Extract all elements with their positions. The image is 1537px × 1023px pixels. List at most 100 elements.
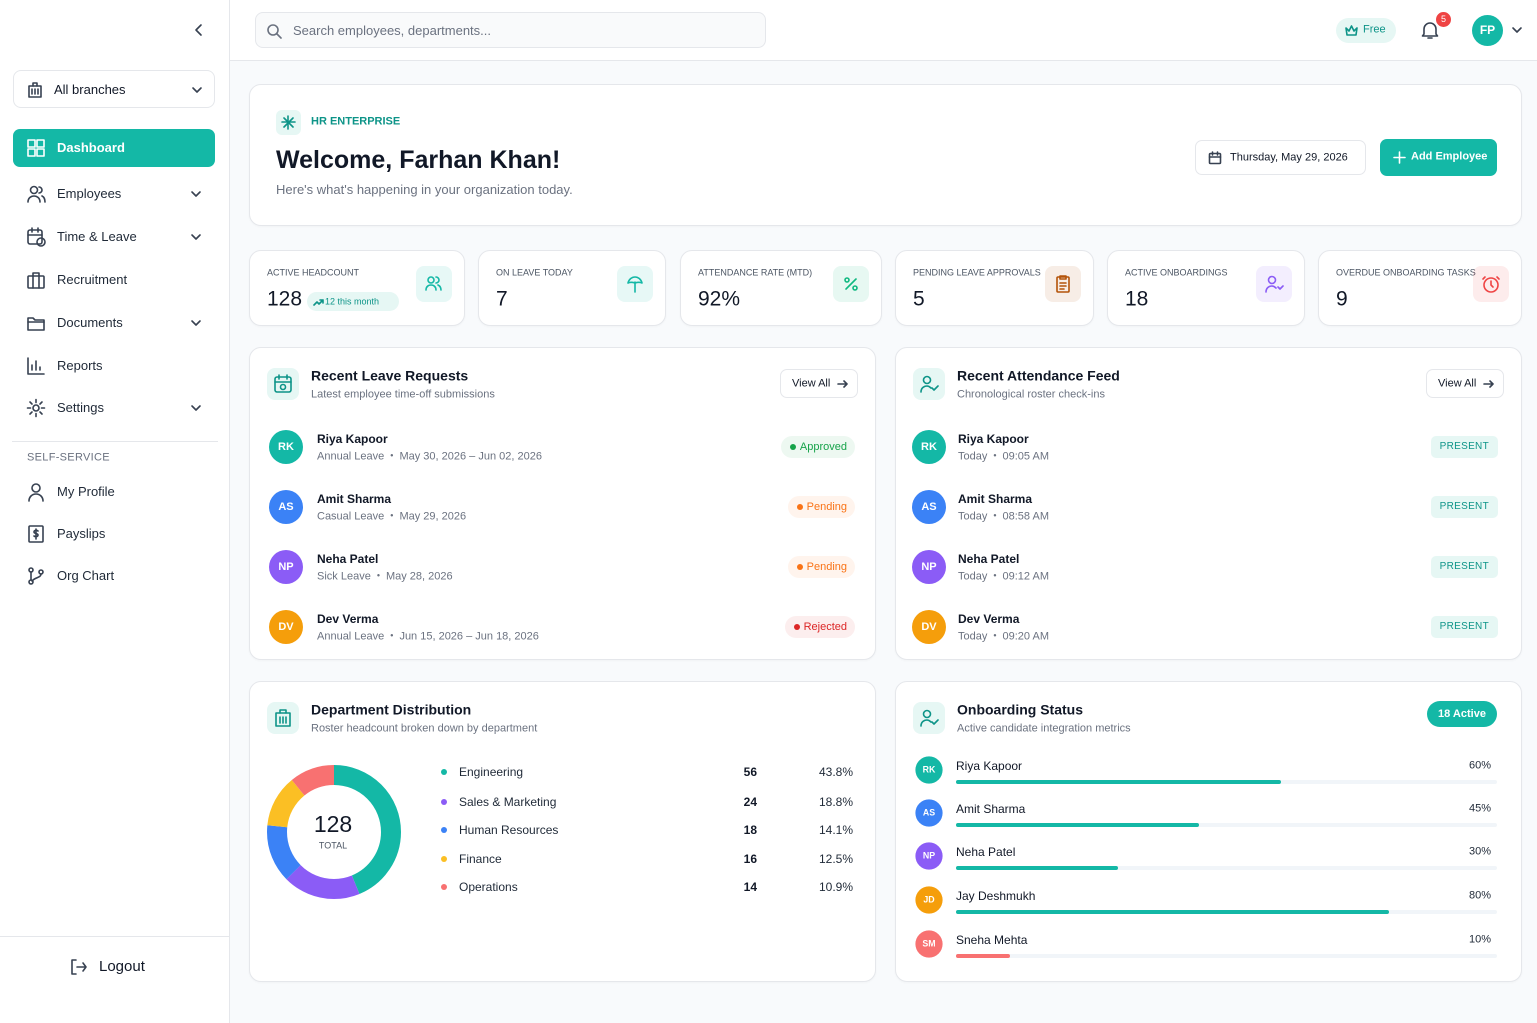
trend-pill: 12 this month <box>307 292 399 311</box>
onboarding-card: Onboarding Status Active candidate integr… <box>895 681 1522 982</box>
view-all-button[interactable]: View All <box>780 369 858 398</box>
card-subtitle: Active candidate integration metrics <box>957 722 1131 735</box>
avatar: NP <box>915 842 943 870</box>
active-badge: 18 Active <box>1427 701 1497 727</box>
add-employee-button[interactable]: Add Employee <box>1380 139 1497 176</box>
leave-detail: Sick Leave • May 28, 2026 <box>317 570 453 583</box>
nav-label: Reports <box>57 358 103 374</box>
search-icon <box>267 24 282 39</box>
collapse-button[interactable] <box>191 22 207 38</box>
checkin-detail: Today • 09:05 AM <box>958 450 1049 463</box>
view-all-button[interactable]: View All <box>1426 369 1504 398</box>
plan-pill[interactable]: Free <box>1336 18 1396 43</box>
legend-label: Finance <box>459 851 502 866</box>
nav-icon <box>27 185 46 203</box>
divider <box>0 936 229 937</box>
stat-value: 7 <box>496 287 508 311</box>
branch-select[interactable]: All branches <box>13 70 215 108</box>
separator-dot: • <box>390 630 394 641</box>
card-icon-glyph <box>274 374 292 393</box>
avatar: SM <box>915 930 943 958</box>
candidate-name: Riya Kapoor <box>956 758 1023 773</box>
donut-chart <box>267 765 401 899</box>
avatar: DV <box>269 610 303 644</box>
trend-icon <box>313 299 324 306</box>
nav-item[interactable]: Reports <box>13 347 215 385</box>
nav-label: Recruitment <box>57 272 128 288</box>
nav-item[interactable]: Time & Leave <box>13 218 215 256</box>
avatar: NP <box>912 550 946 584</box>
user-menu-chevron[interactable] <box>1511 24 1523 36</box>
nav-item[interactable]: Org Chart <box>13 557 215 595</box>
nav-icon <box>27 139 45 157</box>
nav-label: Employees <box>57 186 122 202</box>
nav-item[interactable]: Employees <box>13 175 215 213</box>
leave-requests-card: Recent Leave Requests Latest employee tim… <box>249 347 876 660</box>
avatar: RK <box>269 430 303 464</box>
nav-item[interactable]: Recruitment <box>13 261 215 299</box>
search-placeholder: Search employees, departments... <box>293 23 491 39</box>
section-label: SELF-SERVICE <box>27 451 110 464</box>
nav-icon <box>28 483 44 502</box>
calendar-icon <box>1208 151 1222 165</box>
progress-label: 45% <box>1468 802 1491 815</box>
date-label: Thursday, May 29, 2026 <box>1230 151 1348 164</box>
stat-card: ACTIVE HEADCOUNT 128 12 this month <box>249 250 465 326</box>
legend-dot <box>441 856 447 862</box>
nav-item[interactable]: Settings <box>13 389 215 427</box>
separator-dot: • <box>390 450 394 461</box>
stat-card: ACTIVE ONBOARDINGS 18 <box>1107 250 1305 326</box>
donut-total-label: TOTAL <box>318 840 348 851</box>
status-pill: Pending <box>787 556 855 578</box>
checkin-detail: Today • 08:58 AM <box>958 510 1049 523</box>
avatar: NP <box>269 550 303 584</box>
search-box[interactable]: Search employees, departments... <box>255 12 766 48</box>
department-share: 43.8% <box>818 764 853 779</box>
stat-icon <box>416 266 452 302</box>
attendance-card: Recent Attendance Feed Chronological rost… <box>895 347 1522 660</box>
donut-segment <box>267 765 401 899</box>
nav-item[interactable]: Dashboard <box>13 129 215 167</box>
progress-bar <box>956 780 1281 784</box>
add-employee-label: Add Employee <box>1411 150 1488 163</box>
legend-label: Operations <box>459 879 518 894</box>
status-pill: Rejected <box>784 616 855 638</box>
status-label: Approved <box>799 441 847 453</box>
nav-icon <box>27 317 45 331</box>
status-label: Pending <box>806 501 847 513</box>
status-dot <box>789 444 796 450</box>
eyebrow: HR ENTERPRISE <box>311 115 401 128</box>
employee-name: Amit Sharma <box>958 491 1033 506</box>
logout-button[interactable]: Logout <box>66 952 156 982</box>
stat-value: 18 <box>1125 287 1149 311</box>
nav-item[interactable]: My Profile <box>13 473 215 511</box>
stat-icon-glyph <box>1056 275 1070 293</box>
card-icon <box>913 368 945 400</box>
checkin-detail: Today • 09:12 AM <box>958 570 1049 583</box>
welcome-title: Welcome, Farhan Khan! <box>276 146 561 174</box>
progress-track <box>956 866 1497 870</box>
leave-detail: Casual Leave • May 29, 2026 <box>317 510 466 523</box>
topbar: Search employees, departments... Free 5 … <box>230 0 1537 61</box>
nav-item[interactable]: Payslips <box>13 515 215 553</box>
nav-item[interactable]: Documents <box>13 304 215 342</box>
status-pill: PRESENT <box>1430 436 1498 458</box>
notification-bell[interactable] <box>1420 20 1440 40</box>
logout-label: Logout <box>99 958 145 975</box>
separator-dot: • <box>993 570 997 581</box>
card-title: Recent Attendance Feed <box>957 367 1120 384</box>
candidate-name: Amit Sharma <box>956 801 1026 816</box>
progress-bar <box>956 954 1011 958</box>
card-icon <box>267 702 299 734</box>
employee-name: Neha Patel <box>317 551 379 566</box>
user-avatar[interactable]: FP <box>1472 15 1503 46</box>
department-share: 14.1% <box>818 822 853 837</box>
employee-name: Dev Verma <box>958 611 1020 626</box>
checkin-time: 09:12 AM <box>1002 570 1049 583</box>
stat-icon-glyph <box>1265 275 1284 293</box>
date-button[interactable]: Thursday, May 29, 2026 <box>1195 140 1366 175</box>
checkin-time: 09:20 AM <box>1002 630 1049 643</box>
card-title: Department Distribution <box>311 701 472 718</box>
department-count: 14 <box>743 879 757 894</box>
checkin-day: Today <box>958 570 988 583</box>
